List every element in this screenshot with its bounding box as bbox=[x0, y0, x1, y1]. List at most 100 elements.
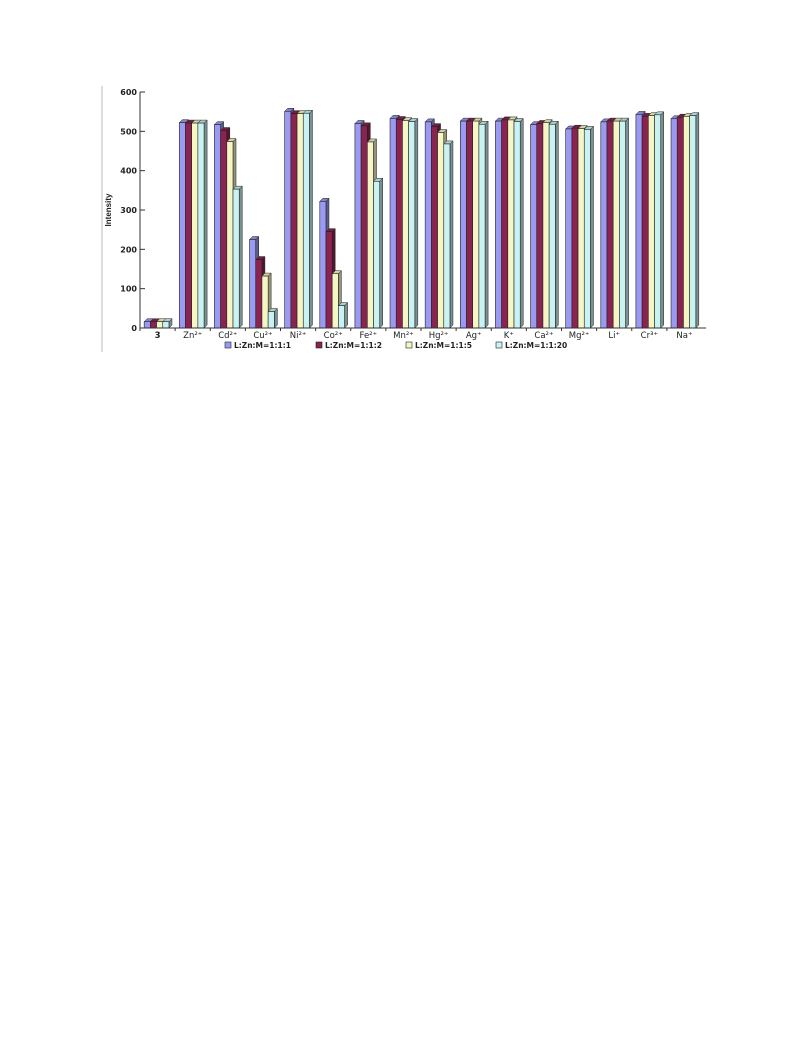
bar-front bbox=[612, 120, 620, 329]
bar-front bbox=[600, 121, 608, 329]
x-category-label: Hg²⁺ bbox=[429, 331, 449, 341]
bar-front bbox=[459, 120, 467, 329]
bar-front bbox=[178, 122, 186, 329]
x-category-label: Mn²⁺ bbox=[393, 331, 414, 341]
bar-side bbox=[660, 111, 664, 329]
x-axis: 3 Zn²⁺ Cd²⁺ Cu²⁺ Ni²⁺ Co²⁺ Fe²⁺ Mn²⁺ Hg²⁺ Ag⁺ K⁺ Ca… bbox=[139, 327, 706, 341]
bar-front bbox=[267, 311, 275, 329]
bar bbox=[513, 117, 524, 329]
bar bbox=[372, 177, 384, 329]
bar bbox=[548, 120, 559, 329]
bar bbox=[583, 125, 595, 329]
bar-front bbox=[548, 123, 556, 329]
bars-group bbox=[143, 107, 700, 329]
bar-front bbox=[513, 121, 521, 329]
bar bbox=[232, 185, 243, 329]
bar-side bbox=[414, 117, 419, 329]
bar bbox=[337, 301, 349, 329]
bar-front bbox=[220, 130, 228, 329]
bar-front bbox=[472, 120, 480, 329]
bar-front bbox=[373, 180, 381, 329]
legend-label: L:Zn:M=1:1:5 bbox=[415, 341, 472, 350]
bar-front bbox=[478, 123, 486, 329]
bar-front bbox=[424, 121, 432, 329]
bar-front bbox=[150, 321, 157, 329]
bar-front bbox=[255, 259, 263, 329]
legend-item: L:Zn:M=1:1:20 bbox=[495, 341, 567, 350]
x-category-label: Ag⁺ bbox=[466, 331, 482, 341]
x-category-label: Zn²⁺ bbox=[183, 331, 202, 341]
bar-front bbox=[331, 273, 339, 329]
bar-front bbox=[565, 128, 573, 329]
bar-front bbox=[296, 113, 304, 329]
bar-front bbox=[360, 125, 368, 329]
bar-front bbox=[143, 321, 151, 329]
bar-front bbox=[402, 120, 409, 329]
bar bbox=[408, 117, 419, 329]
bar-front bbox=[325, 231, 333, 329]
bar-front bbox=[577, 128, 585, 329]
bar-front bbox=[191, 122, 199, 329]
bar-front bbox=[185, 122, 192, 329]
bar-front bbox=[214, 124, 221, 329]
legend-item: L:Zn:M=1:1:2 bbox=[315, 341, 382, 350]
bar-front bbox=[676, 116, 684, 329]
bar-front bbox=[408, 121, 416, 329]
legend-swatch bbox=[405, 341, 413, 349]
bar-front bbox=[249, 239, 257, 329]
y-tick-label: 200 bbox=[120, 245, 137, 254]
bar-front bbox=[542, 122, 550, 329]
y-tick-label: 600 bbox=[120, 88, 137, 97]
bar-front bbox=[338, 305, 345, 329]
y-tick-label: 300 bbox=[120, 206, 137, 215]
bar-side bbox=[309, 109, 313, 329]
bar-front bbox=[641, 116, 649, 329]
bar bbox=[267, 307, 278, 329]
bar-side bbox=[449, 140, 454, 329]
x-category-label: Cr³⁺ bbox=[641, 331, 658, 341]
x-category-label: K⁺ bbox=[504, 331, 514, 341]
bar-front bbox=[226, 141, 234, 329]
bar-side bbox=[274, 307, 278, 329]
bar-front bbox=[197, 122, 205, 329]
x-category-label: Na⁺ bbox=[676, 331, 692, 341]
chart-container: 0 100 200 300 400 500 600 3 Zn²⁺ Cd²⁺ Cu²⁺ Ni²⁺ Co²… bbox=[98, 82, 718, 357]
legend: L:Zn:M=1:1:1 L:Zn:M=1:1:2 L:Zn:M=1:1:5 L:Zn… bbox=[224, 341, 567, 350]
bar-front bbox=[302, 112, 310, 329]
bar-front bbox=[495, 120, 502, 329]
legend-label: L:Zn:M=1:1:20 bbox=[505, 341, 567, 350]
bar-front bbox=[571, 127, 579, 329]
y-axis-title: Intensity bbox=[104, 193, 113, 226]
bar-front bbox=[162, 321, 170, 329]
bar-front bbox=[536, 123, 544, 329]
bar bbox=[689, 111, 700, 329]
bar-front bbox=[367, 141, 374, 329]
bar-front bbox=[443, 143, 451, 329]
bar-front bbox=[466, 120, 473, 329]
x-category-label: Cu²⁺ bbox=[253, 331, 272, 341]
x-category-label: Co²⁺ bbox=[324, 331, 343, 341]
bar bbox=[443, 140, 454, 329]
bar-side bbox=[484, 120, 489, 329]
bar bbox=[162, 318, 173, 329]
legend-swatch bbox=[495, 341, 503, 349]
bar-front bbox=[648, 115, 655, 329]
y-tick-label: 100 bbox=[120, 285, 137, 294]
bar-front bbox=[284, 110, 292, 329]
y-tick-label: 400 bbox=[120, 167, 137, 176]
bar-front bbox=[431, 126, 438, 329]
bar-side bbox=[203, 119, 208, 329]
bar bbox=[302, 109, 314, 329]
x-category-label: Ca²⁺ bbox=[534, 331, 553, 341]
bar-side bbox=[590, 125, 594, 329]
y-axis: 0 100 200 300 400 500 600 bbox=[120, 88, 145, 333]
bar-front bbox=[635, 114, 643, 329]
bar-front bbox=[156, 321, 164, 329]
bar-front bbox=[583, 129, 591, 329]
bar-front bbox=[619, 120, 626, 329]
bar-front bbox=[319, 201, 327, 329]
bar-front bbox=[683, 116, 690, 329]
bar-front bbox=[354, 123, 362, 329]
legend-swatch bbox=[315, 341, 323, 349]
bar-side bbox=[344, 301, 348, 329]
